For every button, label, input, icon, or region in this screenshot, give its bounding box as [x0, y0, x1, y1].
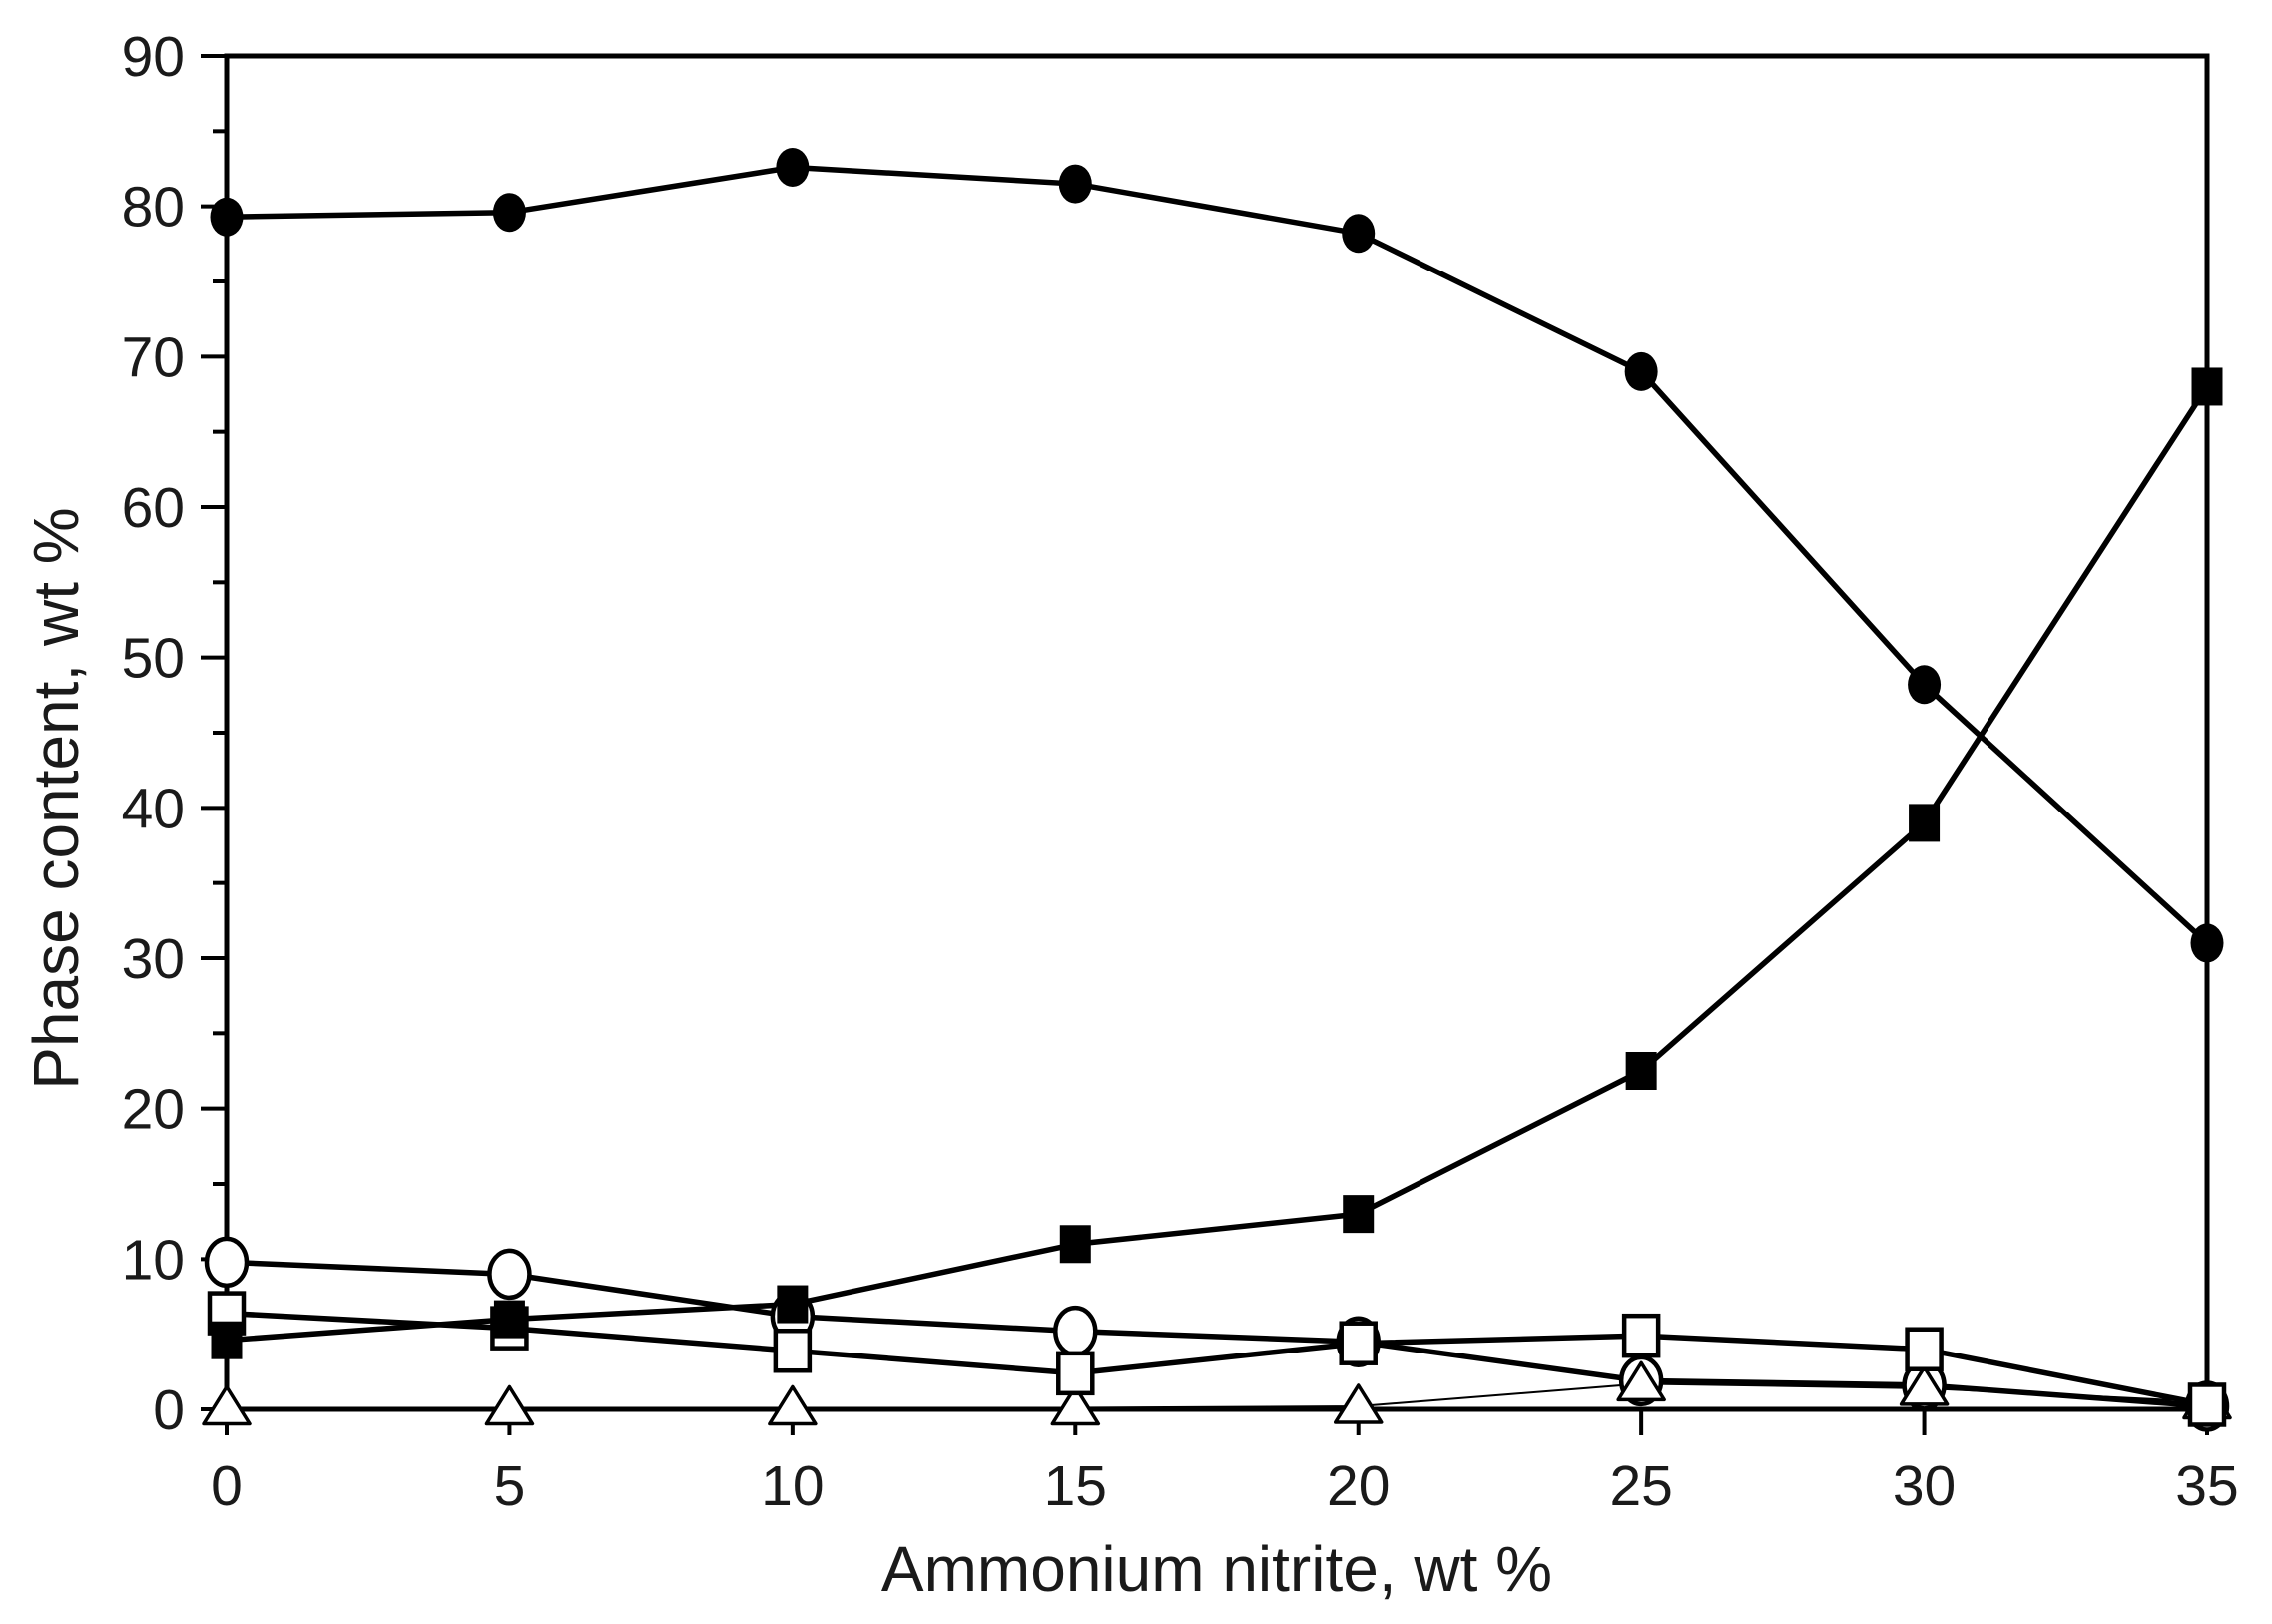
filled-circle-marker	[776, 147, 810, 187]
x-tick-label: 10	[761, 1454, 824, 1518]
x-axis-title: Ammonium nitrite, wt %	[881, 1533, 1552, 1605]
open-square-marker	[2187, 1382, 2227, 1427]
filled-circle-marker	[492, 193, 526, 233]
open-triangle-marker	[484, 1384, 535, 1426]
filled-square-marker	[777, 1285, 809, 1324]
open-circle-line	[226, 1259, 2208, 1409]
x-tick-label: 35	[2175, 1454, 2238, 1518]
y-tick-label: 90	[122, 25, 185, 89]
y-tick-label: 50	[122, 627, 185, 691]
filled-square-marker	[1343, 1195, 1375, 1234]
open-square-marker	[1056, 1351, 1095, 1396]
y-tick-label: 60	[122, 476, 185, 540]
open-triangle-marker	[1333, 1383, 1384, 1424]
filled-square-marker	[1909, 804, 1941, 842]
open-triangle-marker	[1616, 1360, 1666, 1402]
open-square-marker	[1905, 1327, 1944, 1371]
y-tick-label: 20	[122, 1078, 185, 1142]
filled-circle-marker	[1908, 665, 1942, 705]
open-triangle-marker	[768, 1384, 818, 1426]
open-circle-marker	[1053, 1305, 1098, 1357]
filled-circle-line	[226, 164, 2209, 945]
x-tick-label: 30	[1893, 1454, 1956, 1518]
series-markers	[202, 147, 2232, 1432]
y-tick-label: 0	[153, 1378, 185, 1442]
x-tick-label: 0	[211, 1454, 243, 1518]
y-tick-label: 40	[122, 777, 185, 840]
filled-square-marker	[493, 1300, 525, 1339]
open-circle-marker	[204, 1236, 250, 1289]
y-tick-label: 70	[122, 325, 185, 389]
y-tick-label: 80	[122, 176, 185, 240]
open-square-marker	[773, 1328, 813, 1373]
open-triangle-marker	[1899, 1365, 1950, 1406]
open-square-marker	[1621, 1313, 1661, 1358]
filled-square-marker	[211, 1321, 243, 1359]
filled-circle-marker	[1058, 164, 1092, 204]
open-triangle-marker	[1050, 1384, 1101, 1426]
y-tick-label: 30	[122, 927, 185, 991]
filled-circle-marker	[1342, 214, 1376, 254]
y-tick-label: 10	[122, 1228, 185, 1292]
open-triangle-line	[227, 1382, 2208, 1409]
filled-square-marker	[2191, 367, 2223, 406]
x-tick-label: 20	[1327, 1454, 1390, 1518]
filled-square-marker	[1625, 1052, 1657, 1090]
open-triangle-marker	[202, 1384, 252, 1426]
plot-frame	[224, 53, 2210, 1412]
y-axis-title: Phase content, wt %	[20, 507, 92, 1089]
x-tick-label: 25	[1609, 1454, 1672, 1518]
filled-circle-marker	[2190, 923, 2224, 963]
filled-square-line	[226, 384, 2210, 1344]
filled-circle-marker	[210, 197, 244, 237]
filled-square-marker	[1059, 1225, 1091, 1264]
filled-circle-marker	[1624, 351, 1658, 391]
open-square-line	[226, 1310, 2208, 1408]
open-circle-marker	[487, 1248, 532, 1301]
axis-ticks: 0 10 20 30 40 50 60 70 80 90 0 5 10 15 20 25 30 35	[122, 25, 2239, 1518]
x-tick-label: 15	[1044, 1454, 1107, 1518]
open-square-marker	[1339, 1321, 1378, 1365]
x-tick-label: 5	[494, 1454, 526, 1518]
series-lines	[226, 164, 2210, 1409]
